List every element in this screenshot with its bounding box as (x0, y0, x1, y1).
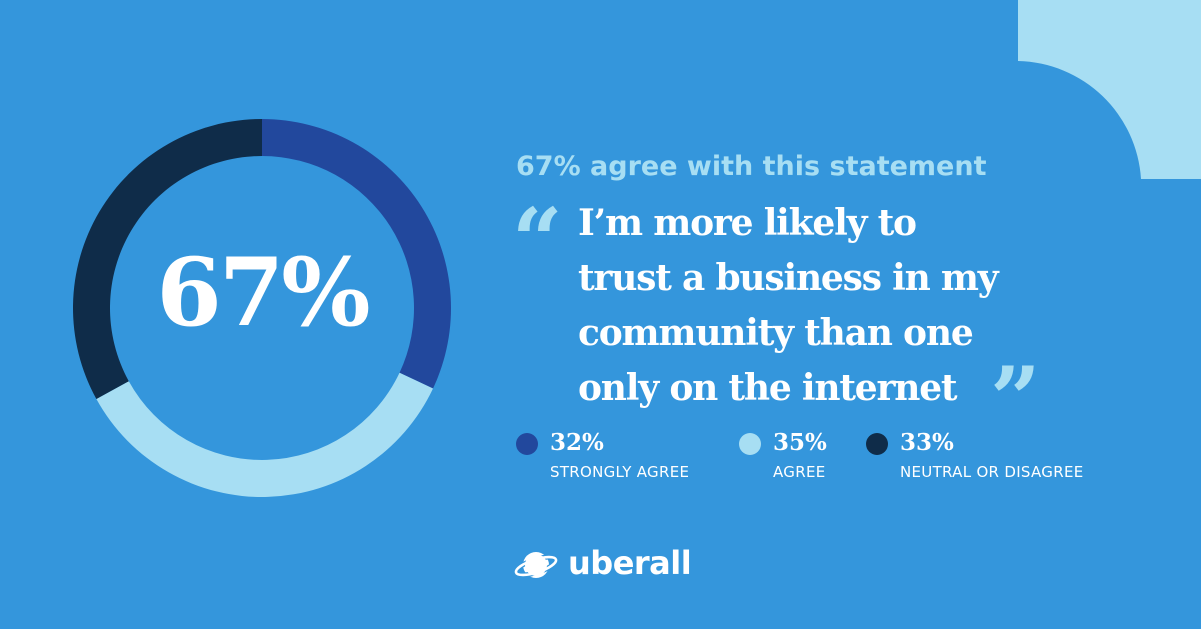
open-quote-icon: “ (512, 188, 563, 292)
legend-label: AGREE (773, 463, 826, 481)
donut-slice-agree (96, 372, 434, 497)
legend-dot (739, 433, 761, 455)
quote-line: only on the internet (578, 367, 958, 409)
headline: 67% agree with this statement (516, 151, 987, 182)
quote-line: trust a business in my (578, 257, 999, 299)
donut-slice-strongly-agree (262, 119, 451, 389)
donut-chart (73, 119, 451, 497)
donut-slice-neutral-or-disagree (73, 119, 263, 400)
close-quote-icon: ” (990, 347, 1041, 451)
legend-dot (866, 433, 888, 455)
planet-logo-icon (513, 552, 559, 578)
quote-text: I’m more likely to trust a business in m… (578, 196, 999, 416)
quote-line: I’m more likely to (578, 202, 917, 244)
logo-text: uberall (568, 544, 692, 582)
legend-value: 35% (773, 429, 827, 456)
quote-line: community than one (578, 312, 974, 354)
legend-label: NEUTRAL OR DISAGREE (900, 463, 1084, 481)
corner-arc-shape (1018, 0, 1201, 179)
donut-center-value: 67% (156, 238, 370, 348)
legend-value: 32% (550, 429, 604, 456)
legend-label: STRONGLY AGREE (550, 463, 690, 481)
legend-value: 33% (900, 429, 954, 456)
legend-dot (516, 433, 538, 455)
